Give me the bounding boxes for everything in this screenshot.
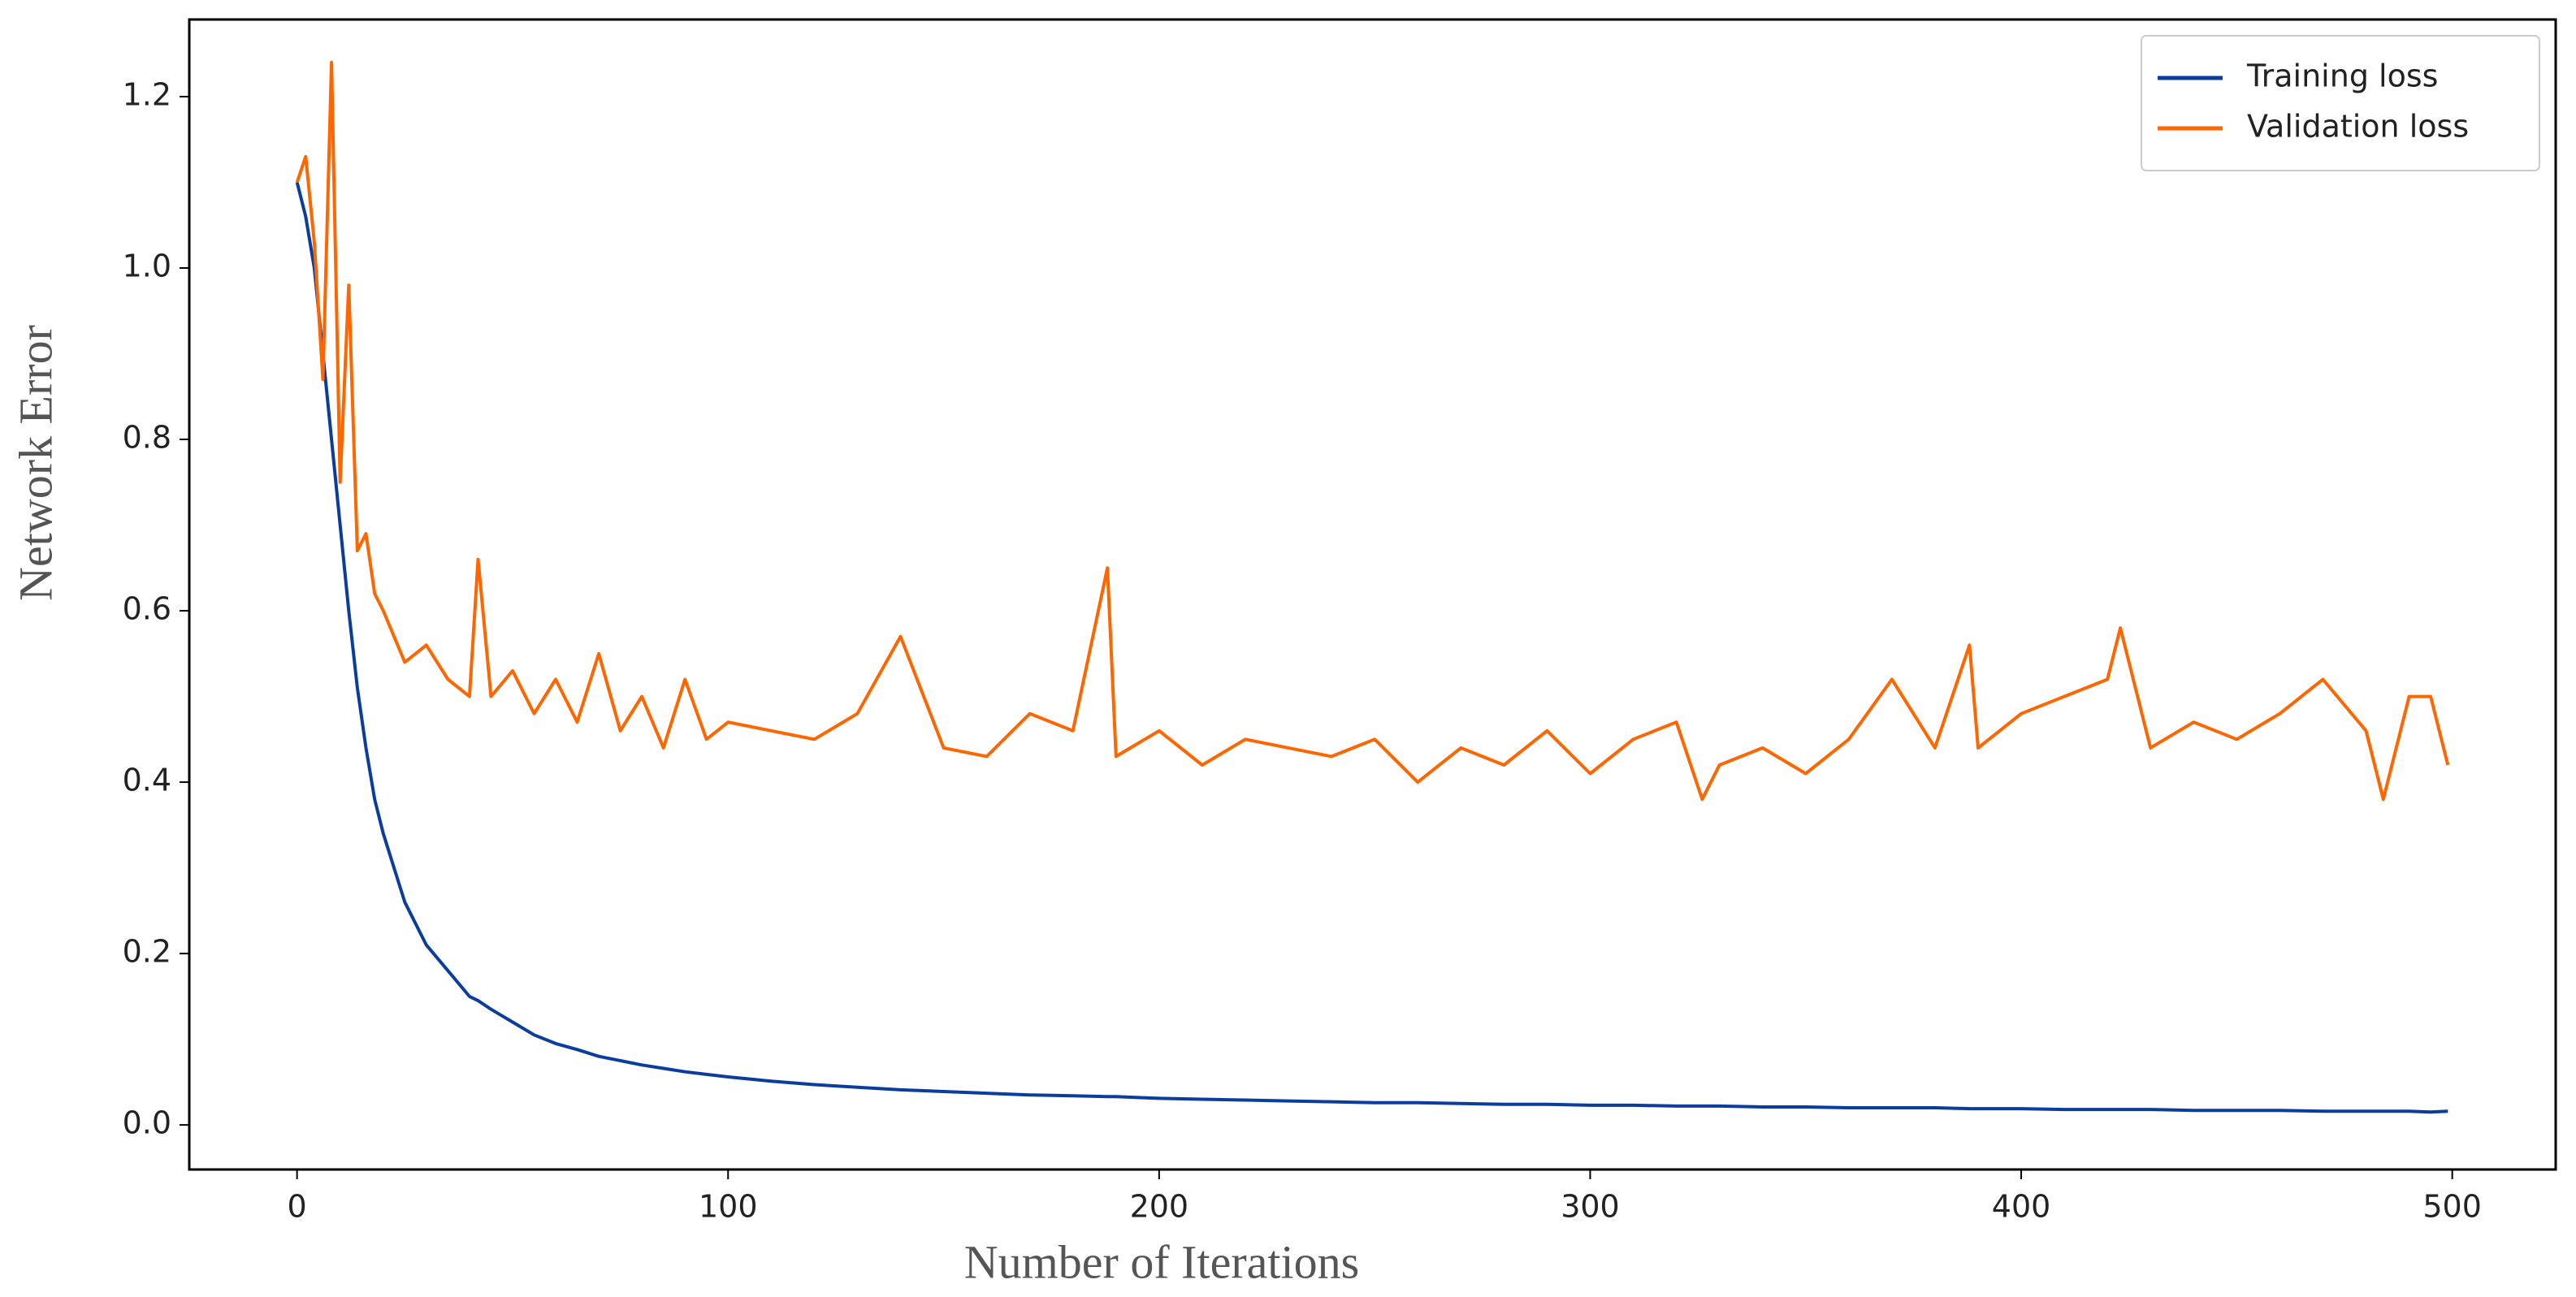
y-tick-label: 1.0 (123, 248, 171, 283)
legend-label: Training loss (2246, 58, 2438, 94)
x-tick-label: 500 (2422, 1189, 2482, 1225)
y-axis-title: Network Error (9, 325, 62, 601)
y-tick-label: 1.2 (123, 76, 171, 112)
y-tick-label: 0.4 (123, 763, 171, 798)
series-line (295, 60, 2450, 802)
x-axis-title: Number of Iterations (964, 1235, 1359, 1288)
x-tick-label: 300 (1561, 1189, 1620, 1225)
y-tick-label: 0.0 (123, 1105, 171, 1141)
legend-label: Validation loss (2247, 109, 2469, 145)
y-tick-label: 0.8 (123, 420, 171, 456)
legend-box (2141, 35, 2540, 171)
x-tick-label: 200 (1130, 1189, 1189, 1225)
series-line (295, 182, 2448, 1114)
x-tick-label: 400 (1992, 1189, 2051, 1225)
y-tick-label: 0.2 (123, 934, 171, 970)
y-tick-label: 0.6 (123, 591, 171, 627)
x-tick-label: 0 (288, 1189, 307, 1225)
plot-frame (188, 18, 2557, 1171)
x-tick-label: 100 (699, 1189, 758, 1225)
